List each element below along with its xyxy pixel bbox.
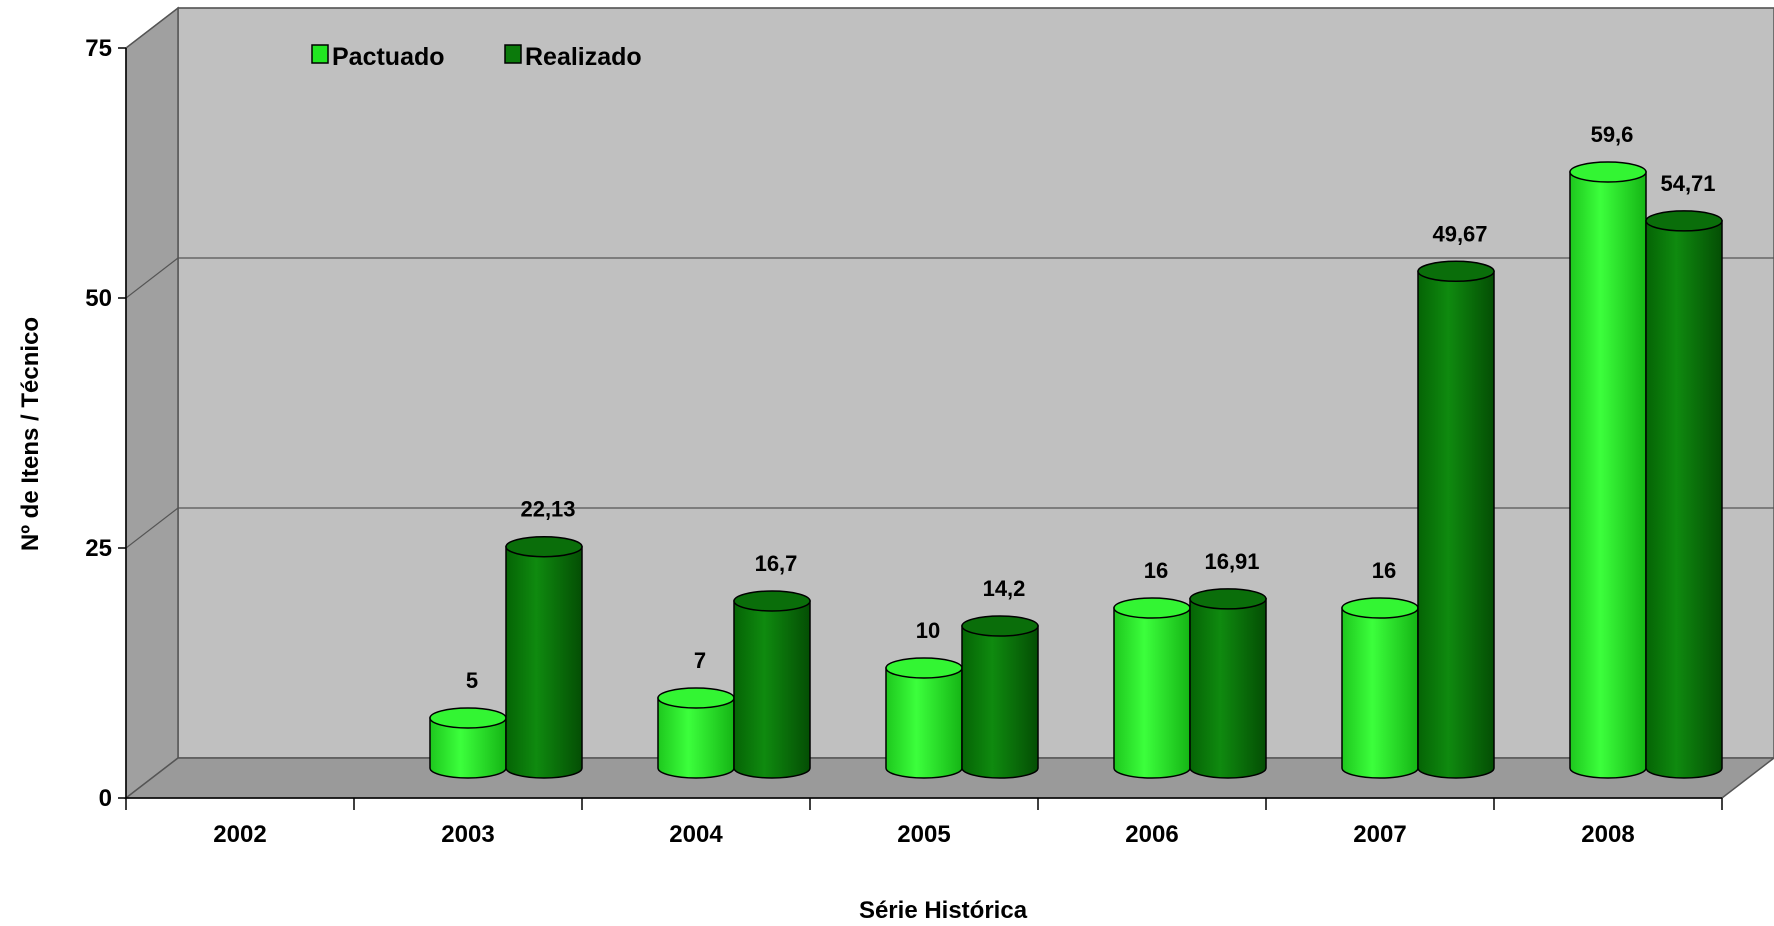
data-label: 14,2	[983, 576, 1026, 601]
legend: Pactuado Realizado	[311, 43, 642, 71]
y-axis: 0 25 50 75	[85, 35, 127, 812]
legend-swatch-pactuado	[311, 44, 329, 64]
y-tick-label: 50	[85, 285, 112, 312]
y-tick-label: 25	[85, 535, 112, 562]
x-axis: 2002 2003 2004 2005 2006 2007 2008	[125, 797, 1723, 848]
legend-label-realizado: Realizado	[525, 43, 642, 71]
x-tick-label: 2005	[897, 821, 950, 848]
data-labels: 5 22,13 7 16,7 10 14,2 16 16,91 16 49,67 59,6 54,71	[466, 122, 1716, 693]
data-label: 22,13	[520, 497, 575, 522]
data-label: 5	[466, 668, 478, 693]
bar-pactuado-2004	[657, 687, 735, 779]
bar-realizado-2007	[1417, 260, 1495, 779]
y-tick-label: 0	[99, 785, 112, 812]
bar-realizado-2006	[1189, 588, 1267, 779]
data-label: 7	[694, 648, 706, 673]
x-tick-label: 2006	[1125, 821, 1178, 848]
y-axis-title: Nº de Itens / Técnico	[17, 317, 44, 551]
data-label: 16,91	[1204, 549, 1259, 574]
bar-pactuado-2008	[1569, 161, 1647, 779]
bar-realizado-2004	[733, 590, 811, 779]
data-label: 49,67	[1432, 221, 1487, 246]
bar-realizado-2003	[505, 535, 583, 779]
bars	[429, 161, 1723, 779]
bar-pactuado-2003	[429, 707, 507, 779]
x-axis-title: Série Histórica	[859, 897, 1028, 924]
bar-realizado-2008	[1645, 210, 1723, 779]
x-tick-label: 2008	[1581, 821, 1634, 848]
gridline-side	[125, 507, 179, 549]
gridline-side	[125, 7, 179, 49]
x-tick-label: 2003	[441, 821, 494, 848]
bar-pactuado-2005	[885, 657, 963, 779]
x-tick-label: 2002	[213, 821, 266, 848]
gridline-side	[125, 257, 179, 299]
data-label: 59,6	[1591, 122, 1634, 147]
legend-swatch-realizado	[504, 44, 522, 64]
y-tick-label: 75	[85, 35, 112, 62]
bar-realizado-2005	[961, 615, 1039, 779]
legend-label-pactuado: Pactuado	[332, 43, 445, 71]
data-label: 16	[1144, 558, 1168, 583]
data-label: 16,7	[755, 551, 798, 576]
data-label: 16	[1372, 558, 1396, 583]
x-tick-label: 2004	[669, 821, 723, 848]
bar-pactuado-2006	[1113, 597, 1191, 779]
gridlines	[125, 7, 1774, 549]
side-wall	[125, 6, 179, 800]
x-tick-label: 2007	[1353, 821, 1406, 848]
data-label: 54,71	[1660, 171, 1715, 196]
bar-pactuado-2007	[1341, 597, 1419, 779]
data-label: 10	[916, 618, 940, 643]
